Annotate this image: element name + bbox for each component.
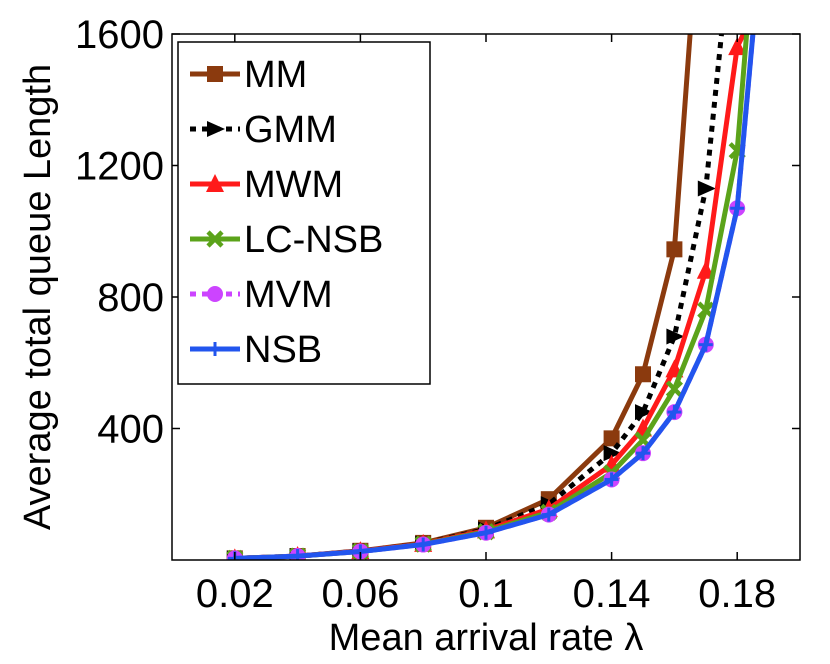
data-point-gmm bbox=[603, 445, 622, 462]
y-tick-label: 400 bbox=[97, 408, 164, 452]
x-axis-title: Mean arrival rate λ bbox=[329, 617, 644, 659]
y-axis: 400 800 1200 1600 bbox=[75, 13, 800, 452]
legend-entry-gmm: GMM bbox=[190, 109, 337, 151]
data-point-nsb bbox=[730, 201, 745, 216]
series-nsb bbox=[227, 34, 756, 560]
legend-entry-lc-nsb: LC-NSB bbox=[190, 219, 383, 261]
data-point-nsb bbox=[636, 446, 650, 461]
legend-label: MVM bbox=[244, 274, 333, 316]
x-tick-label: 0.18 bbox=[698, 572, 776, 616]
legend-label: GMM bbox=[244, 109, 337, 151]
series-line-nsb bbox=[232, 34, 756, 560]
legend-entry-mwm: MWM bbox=[190, 164, 343, 206]
legend-label: NSB bbox=[244, 329, 322, 371]
legend-marker bbox=[206, 174, 224, 192]
legend-label: MWM bbox=[244, 164, 343, 206]
legend-label: MM bbox=[244, 54, 307, 96]
x-axis: 0.02 0.06 0.1 0.14 0.18 bbox=[196, 34, 776, 616]
data-point-lc-nsb bbox=[665, 380, 683, 398]
data-point-nsb bbox=[290, 549, 305, 560]
legend-marker bbox=[206, 230, 224, 248]
y-tick-label: 1200 bbox=[75, 145, 164, 189]
data-point-nsb bbox=[667, 405, 682, 420]
y-axis-title: Average total queue Length bbox=[17, 64, 59, 530]
y-tick-label: 800 bbox=[97, 276, 164, 320]
x-tick-label: 0.02 bbox=[196, 572, 274, 616]
legend-marker bbox=[207, 66, 223, 82]
legend-entry-mm: MM bbox=[190, 54, 307, 96]
x-tick-label: 0.06 bbox=[321, 572, 399, 616]
series-layer bbox=[226, 34, 756, 560]
legend-marker bbox=[207, 121, 225, 137]
legend-entry-nsb: NSB bbox=[190, 329, 322, 371]
legend-entry-mvm: MVM bbox=[190, 274, 333, 316]
x-tick-label: 0.1 bbox=[458, 572, 514, 616]
data-point-nsb bbox=[479, 525, 493, 540]
legend-marker bbox=[207, 286, 223, 302]
data-point-gmm bbox=[697, 180, 716, 197]
data-point-nsb bbox=[416, 537, 431, 552]
data-point-mm bbox=[635, 366, 651, 383]
data-point-nsb bbox=[698, 337, 713, 352]
data-point-mwm bbox=[696, 260, 715, 279]
legend-label: LC-NSB bbox=[244, 219, 383, 261]
x-tick-label: 0.14 bbox=[573, 572, 651, 616]
legend-marker bbox=[208, 342, 222, 356]
legend: MM GMM MWM LC-NSB MVM NSB bbox=[177, 41, 431, 385]
data-point-gmm bbox=[666, 328, 685, 345]
data-point-nsb bbox=[541, 507, 556, 522]
data-point-mm bbox=[603, 430, 620, 447]
data-point-mm bbox=[666, 241, 683, 258]
legend-box bbox=[177, 41, 431, 385]
data-point-gmm bbox=[635, 404, 653, 421]
y-tick-label: 1600 bbox=[75, 13, 164, 57]
data-point-nsb bbox=[604, 472, 619, 487]
data-point-mwm bbox=[728, 37, 747, 56]
